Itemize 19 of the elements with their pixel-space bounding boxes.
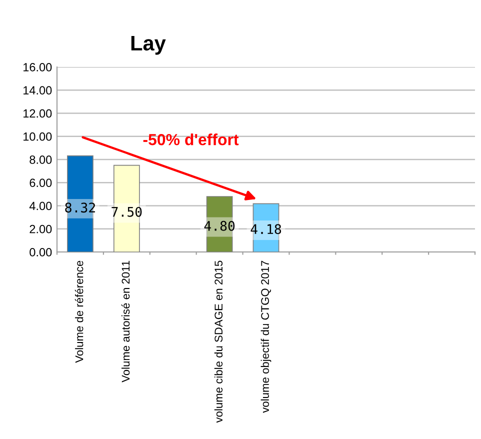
data-label: 8.32 [65,202,95,213]
y-tick-label: 16.00 [24,63,52,72]
data-label: 4.18 [250,224,282,234]
y-tick-label: 8.00 [30,156,52,164]
chart-title: Lay [131,36,166,55]
data-label: 4.80 [204,220,235,231]
x-tick-label: volume cible du SDAGE en 2015 [214,260,223,423]
y-tick-label: 4.00 [29,202,52,210]
annotation: -50% d'effort [143,134,239,146]
data-label: 7.50 [112,206,142,217]
x-tick-label: Volume autorisé en 2011 [121,260,130,382]
y-tick-label: 2.00 [30,224,52,234]
y-tick-label: 14.00 [24,86,52,95]
y-tick-label: 10.00 [24,132,52,141]
y-tick-label: 12.00 [24,109,52,118]
y-tick-label: 0.00 [30,248,52,256]
x-tick-label: volume objectif du CTGQ 2017 [260,260,272,413]
y-tick-label: 6.00 [30,178,52,188]
x-tick-label: Volume de référence [74,260,84,363]
